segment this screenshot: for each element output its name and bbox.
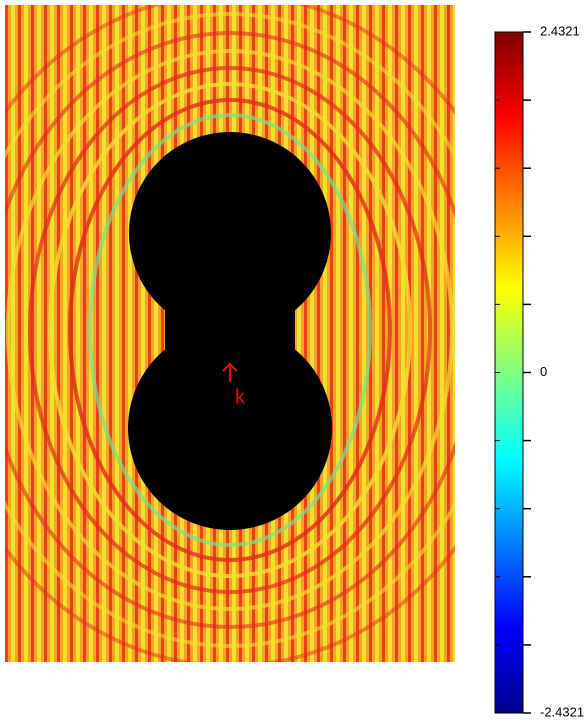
- colorbar-tick-label: -2.4321: [540, 704, 584, 719]
- scatterer: [128, 132, 332, 530]
- wave-vector-label: k: [235, 386, 246, 408]
- colorbar: -2.4321 0 2.4321: [494, 23, 584, 719]
- wave-vector: [222, 362, 238, 382]
- wave-field: k: [5, 5, 455, 662]
- colorbar-tick-label: 0: [540, 364, 547, 379]
- colorbar-tick-label: 2.4321: [540, 23, 580, 38]
